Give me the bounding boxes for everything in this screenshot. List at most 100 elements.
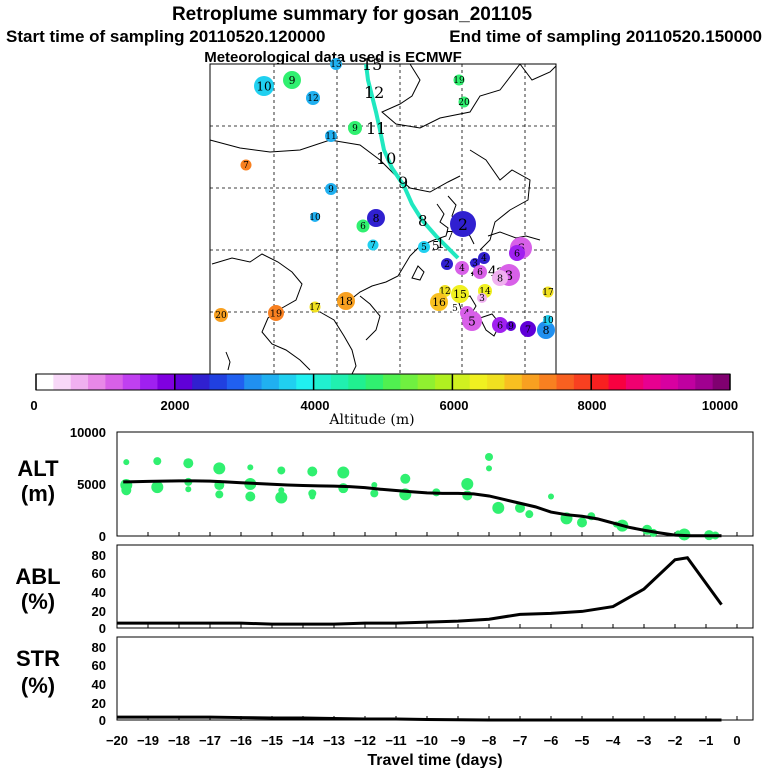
colorbar-tick: 4000 bbox=[301, 398, 330, 413]
colorbar-swatch bbox=[105, 374, 124, 390]
colorbar-swatch bbox=[140, 374, 158, 390]
plume-point bbox=[542, 286, 554, 298]
plume-day-label: 2 bbox=[444, 260, 450, 270]
plume-point bbox=[325, 130, 337, 142]
plume-point bbox=[367, 239, 379, 251]
plume-point bbox=[430, 293, 448, 311]
plume-point bbox=[309, 301, 321, 313]
alt-particle-point bbox=[548, 493, 554, 500]
colorbar-swatch bbox=[591, 374, 610, 390]
colorbar-swatch bbox=[556, 374, 575, 390]
plume-day-label: 6 bbox=[477, 268, 483, 278]
x-tick-label: −15 bbox=[261, 733, 283, 748]
colorbar-swatch bbox=[157, 374, 176, 390]
alt-particle-point bbox=[577, 517, 587, 528]
plume-points: 1091213192091179108675266434382612151416… bbox=[214, 58, 555, 339]
colorbar-swatch bbox=[122, 374, 141, 390]
x-tick-label: −9 bbox=[451, 733, 466, 748]
x-tick-label: −7 bbox=[513, 733, 528, 748]
plume-point bbox=[543, 315, 553, 325]
alt-particle-point bbox=[309, 493, 316, 500]
str-ytick: 0 bbox=[99, 713, 106, 728]
x-axis-label: Travel time (days) bbox=[367, 752, 502, 768]
colorbar-swatch bbox=[677, 374, 696, 390]
track-label: 12 bbox=[364, 83, 384, 102]
x-tick-label: −4 bbox=[606, 733, 622, 748]
x-tick-label: 0 bbox=[733, 733, 740, 748]
plume-day-label: 4 bbox=[481, 254, 487, 264]
x-tick-label: −17 bbox=[199, 733, 221, 748]
str-ytick: 20 bbox=[92, 696, 106, 711]
plume-day-label: 15 bbox=[453, 288, 467, 301]
colorbar-swatch bbox=[244, 374, 263, 390]
plume-day-label: 3 bbox=[479, 294, 485, 304]
plume-day-label: 17 bbox=[309, 303, 321, 313]
colorbar-swatch bbox=[417, 374, 436, 390]
x-tick-label: −12 bbox=[354, 733, 376, 748]
abl-ytick: 40 bbox=[92, 585, 106, 600]
x-tick-label: −1 bbox=[699, 733, 714, 748]
plume-point bbox=[492, 317, 508, 333]
trajectory-day-labels: 15 12 11 10 9 8 7 6 5 4 3 2 1 bbox=[362, 55, 505, 282]
colorbar-swatch bbox=[435, 374, 453, 390]
colorbar-swatch bbox=[70, 374, 89, 390]
plume-day-label: 3 bbox=[472, 259, 478, 269]
alt-particle-point bbox=[462, 490, 473, 501]
plume-point bbox=[254, 76, 274, 96]
colorbar-label: Altitude (m) bbox=[328, 412, 414, 428]
colorbar-swatch bbox=[539, 374, 557, 390]
colorbar-tick: 0 bbox=[30, 398, 37, 413]
str-ytick: 60 bbox=[92, 658, 106, 673]
alt-particle-point bbox=[515, 502, 525, 513]
plume-day-label: 10 bbox=[256, 80, 271, 94]
str-panel-unit: (%) bbox=[21, 673, 55, 698]
colorbar-swatch bbox=[226, 374, 245, 390]
alt-particle-point bbox=[247, 464, 254, 471]
alt-particle-point bbox=[245, 491, 256, 502]
plume-day-label: 6 bbox=[497, 321, 503, 332]
colorbar-swatch bbox=[53, 374, 72, 390]
x-tick-label: −2 bbox=[668, 733, 683, 748]
colorbar-swatch bbox=[209, 374, 228, 390]
abl-ytick: 80 bbox=[92, 548, 106, 563]
abl-line bbox=[117, 556, 723, 626]
abl-panel-title: ABL bbox=[15, 564, 60, 589]
str-panel-title: STR bbox=[16, 646, 60, 671]
abl-ytick: 0 bbox=[99, 621, 106, 636]
alt-particle-point bbox=[485, 452, 493, 461]
abl-panel-frame bbox=[116, 544, 754, 629]
plume-point bbox=[455, 261, 469, 275]
plume-point bbox=[306, 91, 320, 105]
colorbar-tick: 6000 bbox=[440, 398, 469, 413]
alt-particle-point bbox=[215, 490, 224, 499]
colorbar-swatch bbox=[296, 374, 315, 390]
meteo-data-label: Meteorological data used is ECMWF bbox=[204, 49, 462, 66]
plume-day-label: 10 bbox=[309, 213, 321, 223]
plume-day-label: 6 bbox=[360, 222, 366, 232]
figure-title: Retroplume summary for gosan_201105 bbox=[172, 4, 533, 25]
abl-ytick: 60 bbox=[92, 566, 106, 581]
plume-point bbox=[509, 245, 525, 261]
plume-point bbox=[337, 292, 355, 310]
plume-day-label: 19 bbox=[270, 309, 282, 320]
start-time-label: Start time of sampling 20110520.120000 bbox=[6, 27, 325, 46]
plume-day-label: 11 bbox=[325, 132, 336, 142]
abl-ytick: 20 bbox=[92, 604, 106, 619]
colorbar-swatch bbox=[712, 374, 731, 390]
colorbar-swatch bbox=[261, 374, 280, 390]
track-label: 8 bbox=[418, 212, 428, 230]
colorbar-swatch bbox=[660, 374, 679, 390]
x-tick-label: −20 bbox=[106, 733, 128, 748]
track-label: 7 bbox=[446, 229, 454, 243]
plume-point bbox=[356, 219, 370, 233]
colorbar-swatch bbox=[88, 374, 106, 390]
plume-day-label: 3 bbox=[505, 269, 513, 284]
plume-point bbox=[268, 305, 284, 321]
colorbar-swatch bbox=[625, 374, 644, 390]
track-label: 10 bbox=[376, 149, 396, 168]
colorbar-tick: 8000 bbox=[578, 398, 607, 413]
plume-day-label: 2 bbox=[458, 216, 468, 234]
plume-point bbox=[492, 270, 508, 286]
alt-particle-point bbox=[492, 501, 505, 514]
colorbar-swatch bbox=[192, 374, 210, 390]
